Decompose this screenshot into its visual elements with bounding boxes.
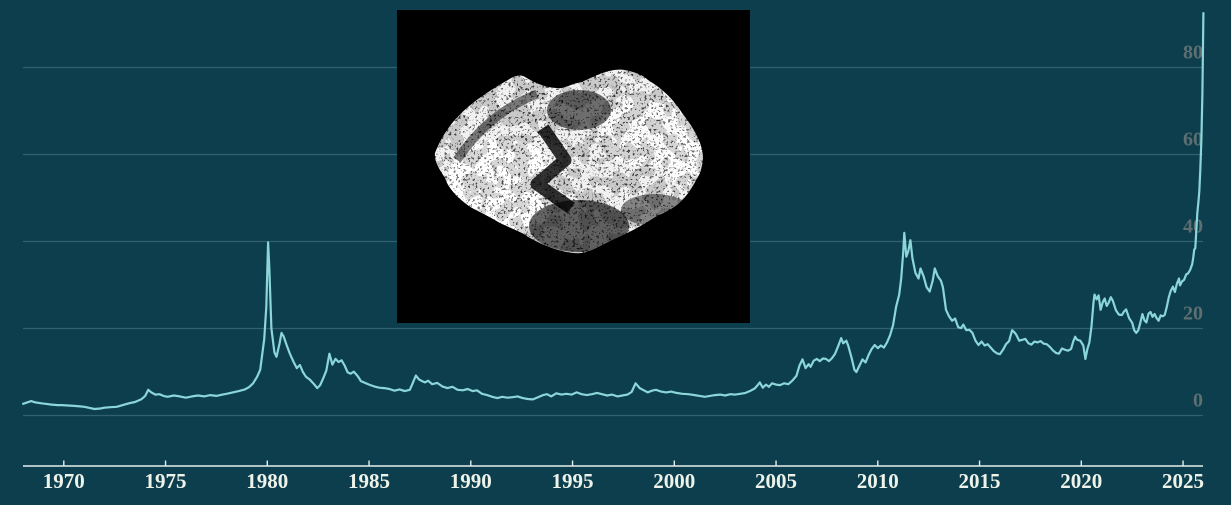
price-line — [22, 12, 1205, 411]
x-tick-label: 2020 — [1060, 469, 1102, 493]
nugget-shadow-top — [547, 90, 611, 130]
plot-area: 0 20 40 60 80 1970 1975 1980 1985 1990 1995 2000 200… — [22, 12, 1205, 493]
x-tick-label: 1975 — [145, 469, 187, 493]
y-tick-label: 0 — [1193, 390, 1203, 412]
nugget-shadow-bottom — [529, 200, 629, 252]
x-tick-label: 1970 — [43, 469, 85, 493]
nugget-crevice-center — [530, 124, 575, 214]
x-tick-label: 2000 — [653, 469, 695, 493]
nugget-ridge-line — [453, 89, 539, 163]
x-tick-label: 1995 — [552, 469, 594, 493]
x-tick-label: 2015 — [959, 469, 1001, 493]
y-tick-label: 60 — [1183, 129, 1203, 151]
x-tick-label: 2010 — [857, 469, 899, 493]
y-tick-label: 80 — [1183, 42, 1203, 64]
x-tick-label: 2025 — [1162, 469, 1204, 493]
silver-nugget-image — [397, 10, 750, 323]
x-tick-label: 2005 — [755, 469, 797, 493]
x-tick-label: 1990 — [450, 469, 492, 493]
y-tick-label: 40 — [1183, 216, 1203, 238]
x-tick-label: 1980 — [246, 469, 288, 493]
x-tick-label: 1985 — [348, 469, 390, 493]
y-tick-label: 20 — [1183, 303, 1203, 325]
